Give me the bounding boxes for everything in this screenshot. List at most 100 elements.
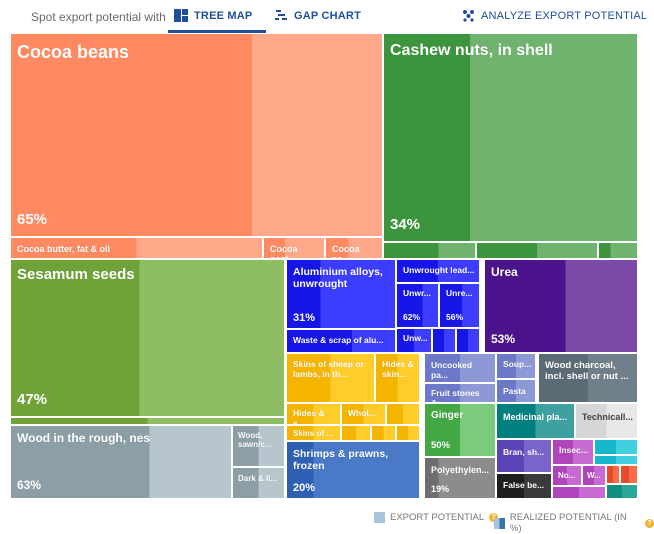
cell-label: Fruit stones &...: [431, 389, 480, 403]
tab-tree-map-label: TREE MAP: [194, 9, 253, 22]
legend-swatch-split: [494, 517, 505, 529]
treemap-cell-wood-in-the-rough[interactable]: Wood in the rough, nes 63%: [10, 425, 232, 499]
cell-label: Cocoa past...: [270, 244, 298, 258]
cell-label: Unre...: [446, 289, 473, 298]
cell-label: Skins of sheep or lambs, in th...: [293, 360, 364, 379]
cell-label: Unwr...: [403, 289, 431, 298]
treemap-cell-polyethylene[interactable]: Polyethylen... 19%: [424, 457, 496, 499]
treemap-cell-medicinal-plants[interactable]: Medicinal pla...: [496, 403, 575, 439]
cell-label: Medicinal pla...: [503, 412, 568, 422]
treemap-cell-small[interactable]: [594, 455, 638, 465]
treemap-cell-no[interactable]: No...: [552, 465, 582, 486]
treemap-cell-urea[interactable]: Urea 53%: [484, 259, 638, 353]
treemap-cell-insecticides[interactable]: Insec...: [552, 439, 594, 465]
cell-label: Sesamum seeds: [17, 266, 135, 283]
treemap-cell-hides-skins-2[interactable]: Hides & s...: [286, 403, 341, 425]
cell-label: Insec...: [559, 446, 588, 455]
treemap-cell-w[interactable]: W...: [582, 465, 606, 486]
cell-percent: 20%: [293, 482, 316, 494]
analyze-label: ANALYZE EXPORT POTENTIAL: [481, 9, 648, 22]
treemap-cell-small[interactable]: [620, 465, 638, 484]
help-icon[interactable]: ?: [645, 518, 654, 528]
treemap-cell-unwrought-2[interactable]: Unw...: [396, 328, 432, 353]
legend-label: EXPORT POTENTIAL: [390, 512, 485, 523]
treemap-cell-unrefined[interactable]: Unre... 56%: [439, 283, 480, 328]
treemap-cell-hides-small[interactable]: [396, 425, 420, 441]
cell-label: Cashew nuts, in shell: [390, 42, 553, 59]
treemap-cell-waste-scrap-aluminium[interactable]: Waste & scrap of alu...: [286, 329, 396, 353]
treemap-cell-skins-sheep[interactable]: Skins of sheep or lambs, in th...: [286, 353, 375, 403]
cell-label: Pasta: [503, 387, 526, 396]
treemap-cell-false-beeswax[interactable]: False be...: [496, 473, 552, 499]
cell-percent: 65%: [17, 211, 48, 228]
legend-realized-potential: REALIZED POTENTIAL (IN %) ?: [494, 512, 654, 534]
treemap-cell-shrimps-prawns[interactable]: Shrimps & prawns, frozen 20%: [286, 441, 420, 499]
cell-percent: 62%: [403, 312, 421, 322]
treemap-cell-skins-2[interactable]: Skins of ...: [286, 425, 341, 441]
cell-label: Unwrought lead...: [403, 266, 475, 275]
cell-label: Ginger: [431, 410, 464, 421]
cell-percent: 50%: [431, 440, 451, 451]
help-icon[interactable]: ?: [489, 513, 499, 522]
treemap-cell-cashew-nuts[interactable]: Cashew nuts, in shell 34%: [383, 33, 638, 242]
cell-label: False be...: [503, 481, 545, 490]
treemap-cell-aluminium-alloys[interactable]: Aluminium alloys, unwrought 31%: [286, 259, 396, 329]
treemap-cell-unwrought-1[interactable]: Unwr... 62%: [396, 283, 439, 328]
treemap-cell-dark-li[interactable]: Dark & li...: [232, 467, 285, 499]
treemap-cell-sesamum-sub[interactable]: [10, 417, 285, 425]
cell-label: Hides & s...: [293, 409, 325, 425]
treemap-cell-cocoa-beans[interactable]: Cocoa beans 65%: [10, 33, 383, 237]
treemap-cell-hides-skins-1[interactable]: Hides & skin...: [375, 353, 420, 403]
treemap-cell-unwrought-small[interactable]: [432, 328, 456, 353]
treemap-cell-hides-small[interactable]: [371, 425, 396, 441]
analyze-icon: [463, 10, 474, 22]
spot-label: Spot export potential with: [31, 10, 166, 24]
active-tab-indicator: [168, 30, 266, 33]
treemap-cell-hides-small[interactable]: [386, 403, 420, 425]
legend-label: REALIZED POTENTIAL (IN %): [509, 512, 627, 534]
treemap-cell-unwrought-small[interactable]: [456, 328, 480, 353]
treemap-cell-whole[interactable]: Whol...: [341, 403, 386, 425]
cell-percent: 19%: [431, 484, 450, 494]
treemap-cell-small[interactable]: [594, 439, 638, 455]
cell-label: Wood in the rough, nes: [17, 432, 151, 445]
analyze-export-potential-link[interactable]: ANALYZE EXPORT POTENTIAL: [462, 9, 647, 22]
treemap-cell-cashew-sub[interactable]: [383, 242, 476, 259]
cell-label: Uncooked pa...: [431, 361, 473, 380]
treemap-cell-pasta[interactable]: Pasta: [496, 379, 536, 403]
legend-export-potential: EXPORT POTENTIAL ?: [374, 512, 499, 523]
tab-tree-map[interactable]: TREE MAP: [174, 9, 252, 22]
treemap-cell-cashew-sub[interactable]: [476, 242, 598, 259]
treemap-cell-hides-small[interactable]: [341, 425, 371, 441]
treemap-cell-cashew-sub[interactable]: [598, 242, 638, 259]
cell-percent: 53%: [491, 332, 516, 346]
cell-label: Whol...: [348, 409, 376, 418]
treemap-cell-technically[interactable]: Technicall...: [575, 403, 638, 439]
cell-label: Dark & li...: [238, 474, 278, 483]
treemap-cell-small[interactable]: [606, 465, 620, 484]
treemap: Cocoa beans 65% Cocoa butter, fat & oil …: [10, 33, 638, 499]
cell-label: Urea: [491, 266, 518, 279]
treemap-cell-wood-charcoal[interactable]: Wood charcoal, incl. shell or nut ...: [538, 353, 638, 403]
treemap-cell-bran[interactable]: Bran, sh...: [496, 439, 552, 473]
treemap-cell-small[interactable]: [606, 484, 638, 499]
treemap-cell-unwrought-lead[interactable]: Unwrought lead...: [396, 259, 480, 283]
treemap-icon: [174, 9, 188, 22]
cell-label: Hides & skin...: [382, 360, 414, 379]
treemap-cell-soup[interactable]: Soup...: [496, 353, 536, 379]
cell-label: No...: [558, 471, 576, 480]
treemap-cell-fruit-stones[interactable]: Fruit stones &...: [424, 383, 496, 403]
treemap-cell-sesamum-seeds[interactable]: Sesamum seeds 47%: [10, 259, 285, 417]
treemap-cell-cocoa-paste[interactable]: Cocoa past...: [263, 237, 325, 259]
tab-gap-chart[interactable]: GAP CHART: [275, 9, 361, 22]
treemap-cell-wood-sawn[interactable]: Wood, sawn/c...: [232, 425, 285, 467]
treemap-cell-cocoa-powder[interactable]: Cocoa pa...: [325, 237, 383, 259]
cell-label: Cocoa pa...: [332, 244, 360, 258]
treemap-cell-cocoa-butter[interactable]: Cocoa butter, fat & oil: [10, 237, 263, 259]
treemap-cell-uncooked-pasta[interactable]: Uncooked pa...: [424, 353, 496, 383]
treemap-cell-small[interactable]: [552, 486, 606, 499]
treemap-cell-ginger[interactable]: Ginger 50%: [424, 403, 496, 457]
cell-label: Cocoa butter, fat & oil: [17, 244, 111, 254]
cell-label: Cocoa beans: [17, 42, 130, 62]
cell-label: Waste & scrap of alu...: [293, 336, 384, 345]
